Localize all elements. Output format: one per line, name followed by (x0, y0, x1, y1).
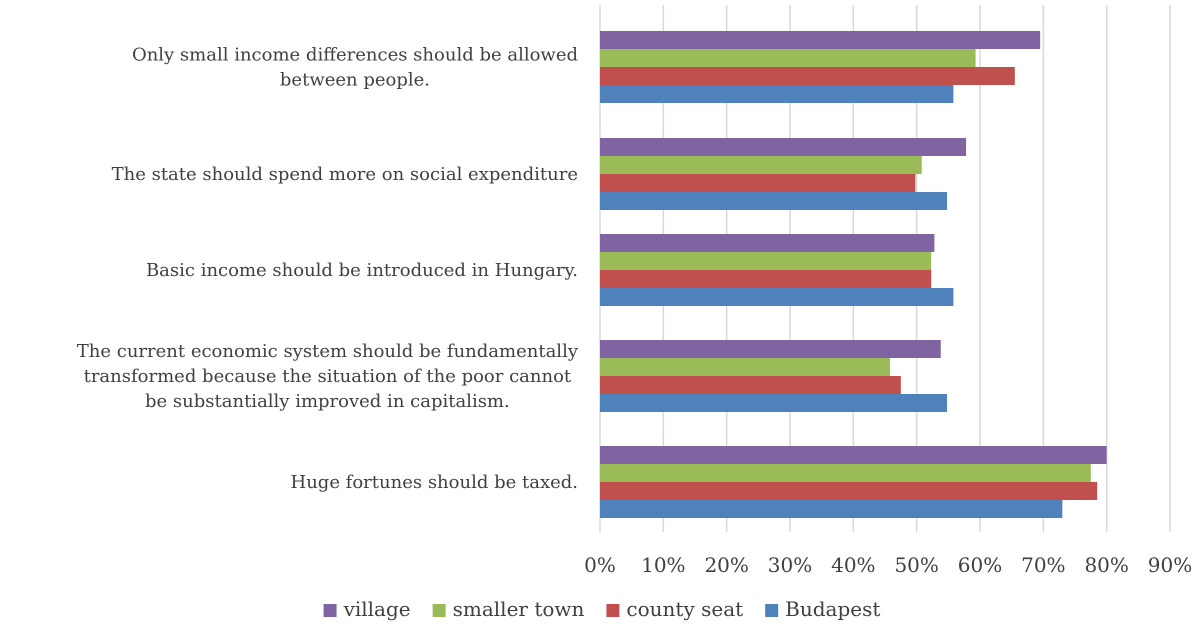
bar-village-1 (600, 138, 967, 156)
bar-county-seat-1 (600, 174, 916, 192)
bar-county-seat-0 (600, 67, 1015, 85)
legend-label-Budapest: Budapest (785, 597, 880, 621)
category-label-0-line-0: Only small income differences should be … (132, 45, 578, 66)
x-tick-label-60: 60% (958, 553, 1002, 577)
x-tick-label-80: 80% (1084, 553, 1128, 577)
bar-Budapest-1 (600, 192, 948, 210)
legend-label-village: village (343, 597, 411, 621)
bar-smaller-town-1 (600, 156, 922, 174)
x-tick-label-10: 10% (641, 553, 685, 577)
bar-smaller-town-3 (600, 358, 891, 376)
legend: village smaller town county seat Budapest (323, 597, 880, 621)
x-tick-label-70: 70% (1021, 553, 1065, 577)
bar-smaller-town-0 (600, 49, 976, 67)
legend-swatch-smaller-town (432, 604, 446, 617)
bar-Budapest-3 (600, 394, 948, 412)
legend-swatch-county-seat (606, 604, 620, 617)
bar-Budapest-2 (600, 288, 954, 306)
bar-county-seat-3 (600, 376, 901, 394)
legend-swatch-Budapest (765, 604, 779, 617)
x-tick-label-20: 20% (704, 553, 748, 577)
bars (600, 31, 1107, 518)
category-label-3-line-1: transformed because the situation of the… (84, 366, 572, 387)
legend-item-village: village (323, 597, 411, 621)
legend-label-smaller-town: smaller town (453, 597, 585, 621)
legend-swatch-village (323, 604, 337, 617)
x-tick-label-0: 0% (584, 553, 616, 577)
bar-Budapest-0 (600, 85, 954, 103)
x-tick-label-50: 50% (894, 553, 938, 577)
legend-item-Budapest: Budapest (765, 597, 880, 621)
x-tick-label-90: 90% (1148, 553, 1192, 577)
bar-Budapest-4 (600, 500, 1063, 518)
category-label-3-line-2: be substantially improved in capitalism. (145, 391, 510, 412)
category-label-3-line-0: The current economic system should be fu… (77, 341, 579, 362)
x-tick-label-30: 30% (768, 553, 812, 577)
bar-village-2 (600, 234, 935, 252)
legend-item-smaller-town: smaller town (432, 597, 585, 621)
legend-label-county-seat: county seat (626, 597, 743, 621)
bar-village-0 (600, 31, 1041, 49)
legend-item-county-seat: county seat (606, 597, 743, 621)
bar-village-3 (600, 340, 941, 358)
bar-county-seat-4 (600, 482, 1098, 500)
x-tick-label-40: 40% (831, 553, 875, 577)
bar-village-4 (600, 446, 1107, 464)
category-labels: Only small income differences should be … (77, 45, 579, 494)
category-label-1-line-0: The state should spend more on social ex… (112, 164, 578, 185)
x-axis-ticks: 0% 10% 20% 30% 40% 50% 60% 70% 80% 90% (584, 553, 1192, 577)
category-label-2-line-0: Basic income should be introduced in Hun… (146, 260, 578, 281)
bar-smaller-town-4 (600, 464, 1091, 482)
category-label-4-line-0: Huge fortunes should be taxed. (291, 472, 579, 493)
bar-smaller-town-2 (600, 252, 932, 270)
category-label-0-line-1: between people. (280, 70, 430, 91)
bar-county-seat-2 (600, 270, 932, 288)
